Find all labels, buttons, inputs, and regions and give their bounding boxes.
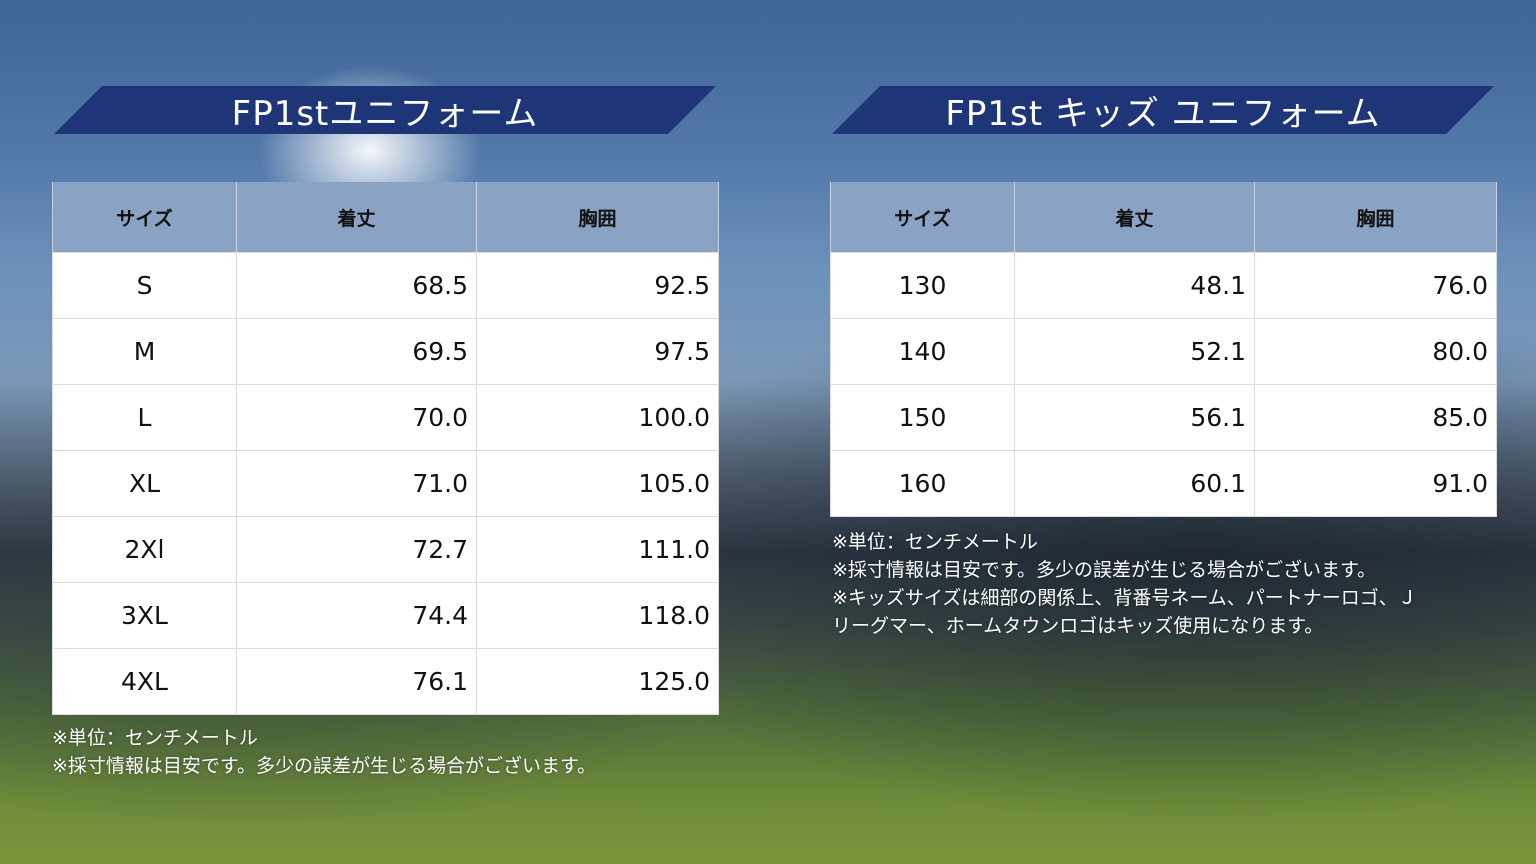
kids-title-banner: FP1st キッズ ユニフォーム [832,86,1494,134]
length-cell: 60.1 [1014,450,1255,517]
length-cell: 70.0 [236,384,477,451]
table-row: M 69.5 97.5 [52,318,719,385]
kids-notes: ※単位：センチメートル ※採寸情報は目安です。多少の誤差が生じる場合がございます… [832,528,1417,640]
size-cell: XL [52,450,237,517]
size-cell: M [52,318,237,385]
chest-cell: 118.0 [476,582,719,649]
chest-cell: 125.0 [476,648,719,715]
size-cell: 130 [830,252,1015,319]
size-cell: 4XL [52,648,237,715]
note-line: ※採寸情報は目安です。多少の誤差が生じる場合がございます。 [52,755,597,777]
chest-cell: 76.0 [1254,252,1497,319]
kids-title: FP1st キッズ ユニフォーム [945,93,1381,134]
note-line: リーグマー、ホームタウンロゴはキッズ使用になります。 [832,615,1324,637]
table-header-row: サイズ 着丈 胸囲 [52,182,719,253]
table-row: 4XL 76.1 125.0 [52,648,719,715]
size-cell: 3XL [52,582,237,649]
adult-size-table: サイズ 着丈 胸囲 S 68.5 92.5 M 69.5 97.5 L 70.0… [52,182,719,715]
size-cell: L [52,384,237,451]
length-cell: 76.1 [236,648,477,715]
header-length: 着丈 [1014,182,1255,253]
adult-title: FP1stユニフォーム [231,93,539,134]
table-row: 160 60.1 91.0 [830,450,1497,517]
chest-cell: 92.5 [476,252,719,319]
table-header-row: サイズ 着丈 胸囲 [830,182,1497,253]
chest-cell: 100.0 [476,384,719,451]
table-row: 130 48.1 76.0 [830,252,1497,319]
length-cell: 69.5 [236,318,477,385]
length-cell: 74.4 [236,582,477,649]
note-line: ※単位：センチメートル [52,727,258,749]
table-row: 2Xl 72.7 111.0 [52,516,719,583]
chest-cell: 97.5 [476,318,719,385]
note-line: ※採寸情報は目安です。多少の誤差が生じる場合がございます。 [832,559,1377,581]
chest-cell: 80.0 [1254,318,1497,385]
length-cell: 68.5 [236,252,477,319]
note-line: ※キッズサイズは細部の関係上、背番号ネーム、パートナーロゴ、Ｊ [832,587,1417,609]
length-cell: 48.1 [1014,252,1255,319]
table-row: 3XL 74.4 118.0 [52,582,719,649]
header-chest: 胸囲 [1254,182,1497,253]
adult-title-banner: FP1stユニフォーム [54,86,716,134]
header-size: サイズ [830,182,1015,253]
size-cell: S [52,252,237,319]
table-row: S 68.5 92.5 [52,252,719,319]
kids-size-table: サイズ 着丈 胸囲 130 48.1 76.0 140 52.1 80.0 15… [830,182,1497,517]
chest-cell: 105.0 [476,450,719,517]
length-cell: 71.0 [236,450,477,517]
table-row: 150 56.1 85.0 [830,384,1497,451]
size-cell: 150 [830,384,1015,451]
chest-cell: 85.0 [1254,384,1497,451]
length-cell: 56.1 [1014,384,1255,451]
table-row: L 70.0 100.0 [52,384,719,451]
header-length: 着丈 [236,182,477,253]
table-row: 140 52.1 80.0 [830,318,1497,385]
chest-cell: 91.0 [1254,450,1497,517]
table-row: XL 71.0 105.0 [52,450,719,517]
chest-cell: 111.0 [476,516,719,583]
size-cell: 160 [830,450,1015,517]
length-cell: 72.7 [236,516,477,583]
note-line: ※単位：センチメートル [832,531,1038,553]
size-cell: 2Xl [52,516,237,583]
length-cell: 52.1 [1014,318,1255,385]
size-cell: 140 [830,318,1015,385]
header-chest: 胸囲 [476,182,719,253]
header-size: サイズ [52,182,237,253]
adult-notes: ※単位：センチメートル ※採寸情報は目安です。多少の誤差が生じる場合がございます… [52,724,596,780]
